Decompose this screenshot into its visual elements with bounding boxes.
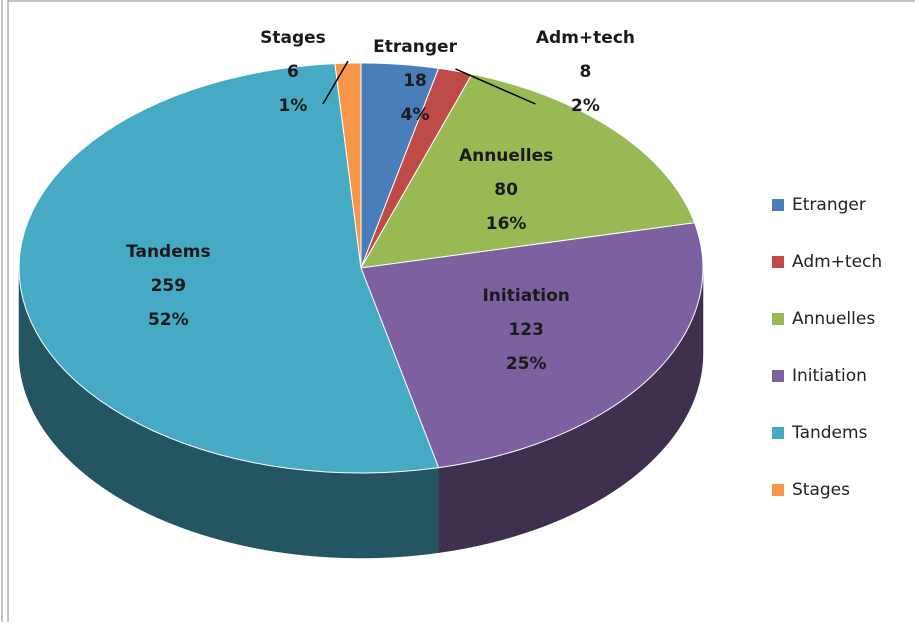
slice: [360, 73, 696, 269]
pie: [18, 62, 704, 559]
label-percent: 2%: [571, 96, 600, 116]
label-percent: 25%: [506, 354, 547, 374]
legend-swatch: [772, 370, 784, 382]
legend-swatch: [772, 256, 784, 268]
data-labels: Etranger 18 4% Adm+tech 8 2% Annuelles 80 16% Ini…: [126, 28, 635, 374]
label-percent: 52%: [148, 310, 189, 330]
label-value: 259: [151, 276, 187, 296]
legend-label: Etranger: [792, 195, 866, 215]
legend-swatch: [772, 484, 784, 496]
slice: [360, 67, 473, 269]
label-percent: 4%: [401, 105, 430, 125]
legend-swatch: [772, 427, 784, 439]
label-value: 6: [287, 62, 299, 82]
leader-line: [455, 68, 536, 105]
label-value: 80: [494, 180, 518, 200]
legend-label: Adm+tech: [792, 252, 882, 272]
legend-swatch: [772, 199, 784, 211]
slice: [334, 62, 362, 269]
label-name: Adm+tech: [536, 28, 635, 48]
legend-label: Stages: [792, 480, 850, 500]
slice: [360, 222, 704, 469]
legend: Etranger Adm+tech Annuelles Initiation Tande…: [772, 195, 882, 500]
legend-label: Annuelles: [792, 309, 875, 329]
label-name: Tandems: [126, 242, 211, 262]
label-percent: 1%: [279, 96, 308, 116]
slice: [18, 63, 440, 474]
legend-swatch: [772, 313, 784, 325]
label-name: Initiation: [482, 286, 569, 306]
label-value: 18: [403, 71, 427, 91]
label-value: 8: [580, 62, 592, 82]
legend-label: Tandems: [791, 423, 868, 443]
label-percent: 16%: [486, 214, 527, 234]
label-name: Etranger: [373, 37, 457, 57]
label-value: 123: [508, 320, 544, 340]
leader-line: [322, 60, 349, 105]
label-name: Annuelles: [459, 146, 553, 166]
label-name: Stages: [260, 28, 326, 48]
legend-label: Initiation: [792, 366, 867, 386]
